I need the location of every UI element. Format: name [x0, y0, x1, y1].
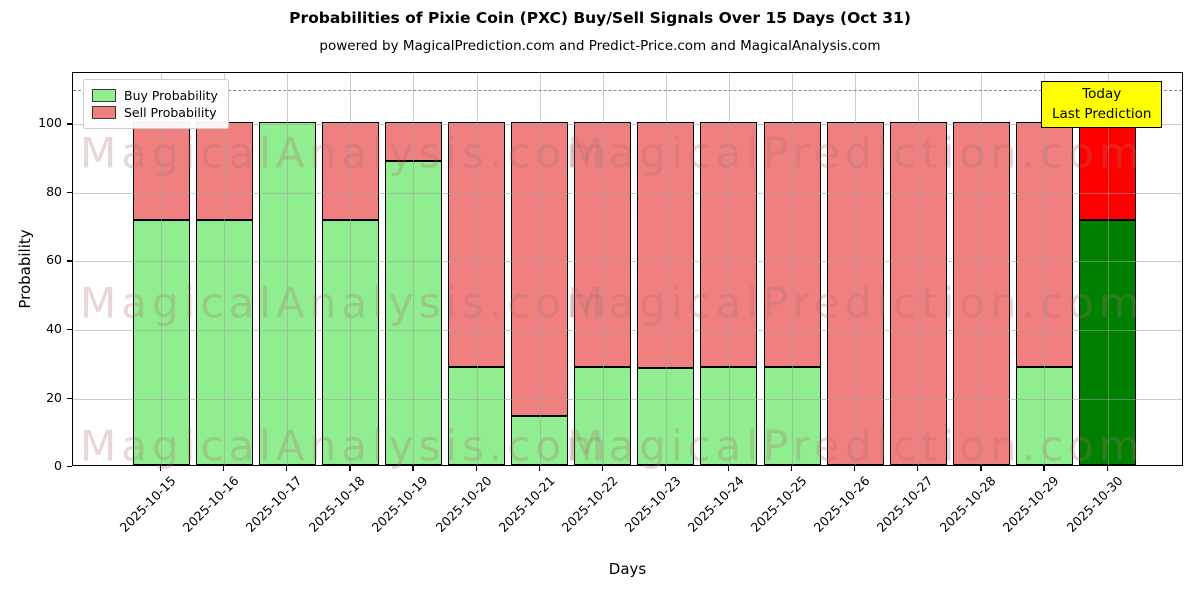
y-tick-label: 20 — [46, 389, 62, 405]
buy-swatch-icon — [92, 89, 116, 102]
x-tick-mark — [791, 466, 793, 471]
x-tick-mark — [727, 466, 730, 471]
buy-bar-2025-10-18 — [321, 220, 379, 465]
x-tick-mark — [412, 466, 414, 471]
legend-item-buy: Buy Probability — [92, 88, 218, 103]
sell-bar-2025-10-16 — [195, 122, 253, 221]
buy-bar-2025-10-23 — [637, 368, 695, 465]
x-tick-mark — [664, 466, 667, 471]
today-annotation: Today Last Prediction — [1041, 81, 1163, 129]
x-tick-mark — [538, 466, 540, 471]
today-dashed-line — [73, 90, 1182, 92]
buy-bar-2025-10-24 — [700, 367, 758, 465]
sell-bar-2025-10-19 — [384, 122, 442, 162]
buy-bar-2025-10-21 — [511, 416, 569, 465]
legend: Buy Probability Sell Probability — [83, 79, 229, 129]
buy-bar-2025-10-30 — [1079, 220, 1136, 465]
legend-item-sell: Sell Probability — [92, 105, 218, 120]
sell-bar-2025-10-22 — [574, 122, 632, 367]
y-tick-mark — [67, 191, 72, 194]
y-tick-mark — [67, 397, 72, 399]
y-tick-mark — [67, 466, 72, 468]
y-tick-mark — [67, 260, 72, 262]
y-tick-label: 80 — [46, 183, 62, 199]
annotation-line1: Today — [1082, 86, 1122, 102]
sell-bar-2025-10-28 — [952, 122, 1010, 465]
sell-swatch-icon — [92, 106, 116, 119]
y-tick-mark — [67, 329, 72, 331]
buy-bar-2025-10-19 — [384, 161, 442, 465]
buy-bar-2025-10-22 — [574, 367, 632, 465]
sell-bar-2025-10-18 — [321, 122, 379, 221]
sell-bar-2025-10-20 — [448, 122, 505, 367]
sell-bar-2025-10-15 — [132, 122, 190, 221]
plot-area: MagicalAnalysis.com MagicalPrediction.com… — [72, 72, 1183, 471]
sell-bar-2025-10-27 — [889, 122, 947, 465]
x-tick-mark — [601, 466, 603, 471]
y-tick-mark — [67, 123, 72, 125]
x-tick-mark — [917, 466, 919, 471]
buy-bar-2025-10-16 — [195, 220, 253, 465]
sell-bar-2025-10-26 — [826, 122, 884, 465]
y-tick-label: 40 — [46, 321, 62, 336]
x-tick-mark — [475, 466, 477, 471]
sell-bar-2025-10-24 — [700, 122, 758, 367]
x-tick-mark — [286, 466, 288, 471]
y-axis-label: Probability — [16, 229, 34, 309]
x-tick-mark — [349, 466, 351, 471]
y-tick-label: 0 — [54, 458, 62, 473]
sell-bar-2025-10-25 — [763, 122, 821, 367]
y-tick-label: 100 — [38, 115, 62, 131]
buy-bar-2025-10-17 — [258, 122, 316, 465]
sell-bar-2025-10-29 — [1015, 122, 1073, 367]
annotation-line2: Last Prediction — [1052, 105, 1152, 122]
legend-sell-label: Sell Probability — [124, 105, 217, 120]
x-axis-label: Days — [608, 560, 647, 578]
y-tick-label: 60 — [46, 252, 62, 268]
buy-bar-2025-10-15 — [132, 220, 190, 465]
buy-bar-2025-10-25 — [763, 367, 821, 465]
x-tick-mark — [160, 466, 162, 471]
x-tick-mark — [854, 466, 856, 471]
x-tick-mark — [1043, 466, 1045, 471]
buy-bar-2025-10-20 — [448, 367, 505, 465]
chart-title: Probabilities of Pixie Coin (PXC) Buy/Se… — [289, 9, 911, 27]
chart-subtitle: powered by MagicalPrediction.com and Pre… — [319, 38, 881, 54]
sell-bar-2025-10-21 — [511, 122, 569, 416]
x-tick-mark — [980, 466, 982, 471]
legend-buy-label: Buy Probability — [124, 88, 218, 103]
sell-bar-2025-10-30 — [1079, 122, 1136, 221]
buy-bar-2025-10-29 — [1015, 367, 1073, 465]
x-tick-mark — [1106, 466, 1108, 471]
x-tick-mark — [223, 466, 225, 471]
sell-bar-2025-10-23 — [637, 122, 695, 368]
